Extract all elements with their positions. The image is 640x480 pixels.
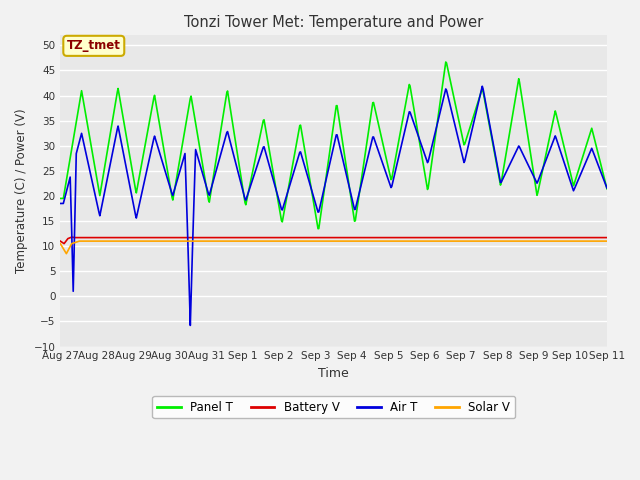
Air T [186, 323, 194, 328]
Air T [208, 184, 216, 190]
Battery V [124, 235, 132, 240]
Battery V [60, 241, 68, 247]
Panel T [401, 106, 408, 112]
Battery V [68, 234, 76, 240]
Y-axis label: Temperature (C) / Power (V): Temperature (C) / Power (V) [15, 108, 28, 273]
X-axis label: Time: Time [318, 367, 349, 380]
Air T [67, 174, 74, 180]
Solar V [124, 238, 132, 244]
Air T [603, 185, 611, 191]
Panel T [123, 134, 131, 140]
Air T [178, 161, 186, 167]
Air T [417, 140, 424, 146]
Panel T [314, 226, 322, 231]
Line: Air T: Air T [60, 86, 607, 325]
Solar V [402, 238, 410, 244]
Line: Battery V: Battery V [60, 237, 607, 244]
Panel T [442, 59, 449, 65]
Panel T [56, 195, 64, 201]
Solar V [63, 251, 70, 256]
Battery V [56, 238, 64, 244]
Solar V [76, 238, 83, 244]
Solar V [417, 238, 425, 244]
Panel T [178, 144, 186, 150]
Air T [401, 128, 408, 134]
Legend: Panel T, Battery V, Air T, Solar V: Panel T, Battery V, Air T, Solar V [152, 396, 515, 419]
Battery V [603, 235, 611, 240]
Air T [123, 166, 131, 171]
Solar V [67, 242, 75, 248]
Panel T [67, 155, 74, 161]
Panel T [417, 146, 424, 152]
Panel T [603, 186, 611, 192]
Solar V [56, 241, 64, 247]
Battery V [209, 235, 216, 240]
Air T [56, 201, 64, 206]
Battery V [402, 235, 410, 240]
Text: TZ_tmet: TZ_tmet [67, 39, 121, 52]
Solar V [209, 238, 216, 244]
Solar V [603, 238, 611, 244]
Air T [479, 84, 486, 89]
Battery V [180, 235, 188, 240]
Line: Solar V: Solar V [60, 241, 607, 253]
Solar V [180, 238, 188, 244]
Line: Panel T: Panel T [60, 62, 607, 228]
Battery V [67, 235, 75, 240]
Battery V [417, 235, 425, 240]
Title: Tonzi Tower Met: Temperature and Power: Tonzi Tower Met: Temperature and Power [184, 15, 483, 30]
Panel T [207, 190, 214, 195]
